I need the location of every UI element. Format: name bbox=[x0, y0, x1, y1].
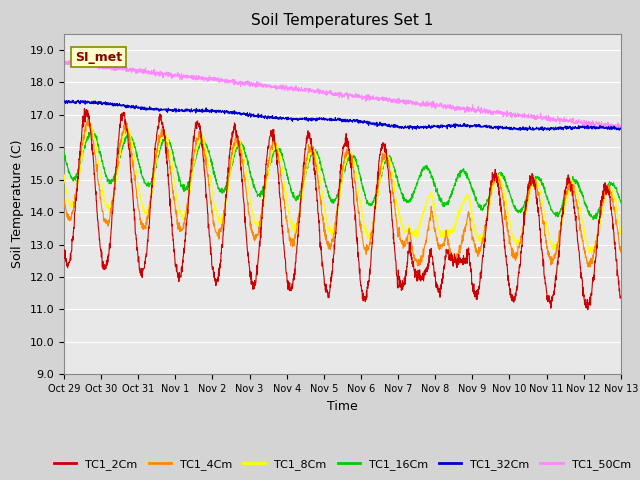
X-axis label: Time: Time bbox=[327, 400, 358, 413]
Legend: TC1_2Cm, TC1_4Cm, TC1_8Cm, TC1_16Cm, TC1_32Cm, TC1_50Cm: TC1_2Cm, TC1_4Cm, TC1_8Cm, TC1_16Cm, TC1… bbox=[50, 455, 635, 475]
Text: SI_met: SI_met bbox=[75, 51, 122, 64]
Title: Soil Temperatures Set 1: Soil Temperatures Set 1 bbox=[252, 13, 433, 28]
Y-axis label: Soil Temperature (C): Soil Temperature (C) bbox=[11, 140, 24, 268]
